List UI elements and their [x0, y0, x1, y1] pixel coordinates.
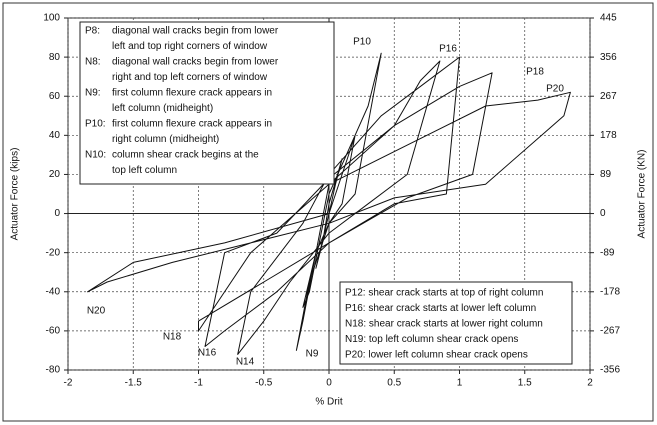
note-text: right and top left corners of window [112, 72, 268, 83]
peak-label: N16 [198, 348, 217, 359]
note-key: N8: [85, 57, 101, 68]
note-key: N10: [85, 150, 106, 161]
y2-tick-label: 356 [600, 52, 617, 63]
x-tick-label: 0.5 [387, 378, 401, 389]
y-tick-label: -20 [46, 247, 61, 258]
y-tick-label: -60 [46, 326, 61, 337]
y2-tick-label: 0 [600, 208, 606, 219]
x-axis-title: % Drit [315, 397, 342, 408]
note-text: top left column [112, 165, 177, 176]
note-text: P16: shear crack starts at lower left co… [345, 303, 536, 314]
y-tick-label: -40 [46, 286, 61, 297]
y2-tick-label: -89 [600, 247, 615, 258]
peak-label: P18 [526, 67, 544, 78]
note-key: N9: [85, 88, 101, 99]
y2-tick-label: -356 [600, 365, 620, 376]
note-text: first column flexure crack appears in [112, 88, 272, 99]
note-text: N19: top left column shear crack opens [345, 334, 518, 345]
x-tick-label: -1 [194, 378, 203, 389]
x-tick-label: 1 [457, 378, 463, 389]
y-tick-label: 20 [49, 169, 61, 180]
peak-label: N20 [87, 306, 106, 317]
note-text: diagonal wall cracks begin from lower [112, 26, 279, 37]
x-tick-label: 1.5 [518, 378, 532, 389]
hysteresis-line [87, 52, 571, 355]
y-tick-label: 100 [43, 13, 60, 24]
y2-tick-label: 445 [600, 13, 617, 24]
y-tick-label: 0 [54, 208, 60, 219]
peak-label: P10 [353, 37, 371, 48]
x-tick-label: -2 [64, 378, 73, 389]
note-text: P20: lower left column shear crack opens [345, 350, 528, 361]
note-text: P12: shear crack starts at top of right … [345, 288, 543, 299]
note-key: P10: [85, 119, 106, 130]
x-tick-label: -0.5 [255, 378, 273, 389]
notes-box [79, 21, 335, 185]
y-tick-label: -80 [46, 365, 61, 376]
note-text: left column (midheight) [112, 103, 213, 114]
y-tick-label: 40 [49, 130, 61, 141]
y2-tick-label: 267 [600, 91, 617, 102]
peak-label: N9 [306, 349, 319, 360]
note-text: right column (midheight) [112, 134, 219, 145]
y2-axis-title: Actuator Force (KN) [637, 150, 648, 239]
y-tick-label: 60 [49, 91, 61, 102]
note-text: first column flexure crack appears in [112, 119, 272, 130]
y2-tick-label: 89 [600, 169, 612, 180]
note-text: diagonal wall cracks begin from lower [112, 57, 279, 68]
x-tick-label: -1.5 [125, 378, 143, 389]
note-text: left and top right corners of window [112, 41, 268, 52]
x-tick-label: 0 [326, 378, 332, 389]
peak-label: P20 [546, 84, 564, 95]
y2-tick-label: -267 [600, 326, 620, 337]
y2-tick-label: 178 [600, 130, 617, 141]
note-key: P8: [85, 26, 100, 37]
y-tick-label: 80 [49, 52, 61, 63]
notes-box [339, 281, 573, 365]
peak-label: N18 [163, 332, 182, 343]
peak-label: P16 [439, 44, 457, 55]
note-text: column shear crack begins at the [112, 150, 259, 161]
y2-tick-label: -178 [600, 286, 620, 297]
note-text: N18: shear crack starts at lower right c… [345, 319, 543, 330]
peak-label: N14 [236, 357, 255, 368]
y-axis-title: Actuator Force (kips) [10, 148, 21, 241]
x-tick-label: 2 [587, 378, 593, 389]
